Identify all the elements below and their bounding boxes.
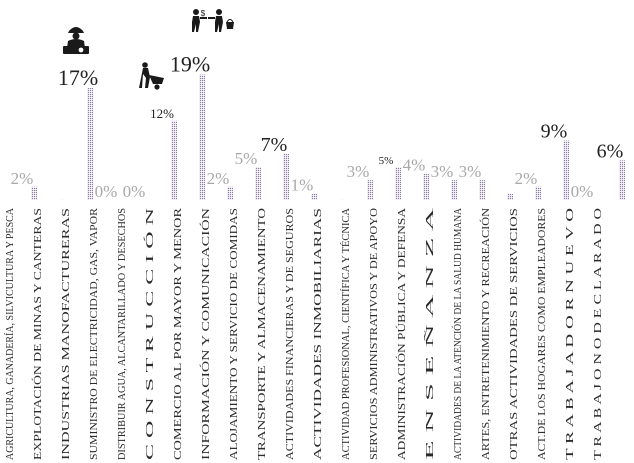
category-label-15: ADMINISTRACIÓN PÚBLICA Y DEFENSA bbox=[396, 207, 408, 460]
bar-2 bbox=[59, 199, 65, 200]
category-label-22: T R A B A J O N O D E C L A R A D O bbox=[593, 208, 604, 460]
category-label-1: AGRICULTURA, GANADERÍA, SILVICULTURA Y P… bbox=[4, 207, 16, 460]
category-label-7: COMERCIO AL POR MAYOR Y MENOR bbox=[173, 208, 184, 460]
category-label-11: ACTIVIDADES FINANCIERAS Y DE SEGUROS bbox=[285, 208, 296, 460]
bar-12 bbox=[339, 199, 345, 200]
bar-9 bbox=[255, 167, 261, 200]
category-label-4: SUMINISTRO DE ELECTRICIDAD, GAS, VAPOR bbox=[89, 208, 100, 460]
bar-22 bbox=[619, 160, 625, 200]
bar-19 bbox=[535, 186, 541, 200]
bar-6 bbox=[171, 120, 177, 200]
category-label-10: TRANSPORTE Y ALMACENAMIENTO bbox=[257, 208, 268, 460]
svg-text:$: $ bbox=[201, 9, 206, 18]
category-label-17: ACTIVIDADES DE LA ATENCIÓN DE LA SALUD H… bbox=[452, 207, 464, 460]
data-label-8: 2% bbox=[207, 169, 230, 188]
bar-15 bbox=[423, 173, 429, 200]
category-label-16: E N S E Ñ A N Z A bbox=[424, 206, 436, 460]
category-label-3: INDUSTRIAS MANOFACTURERAS bbox=[61, 208, 72, 460]
category-labels: AGRICULTURA, GANADERÍA, SILVICULTURA Y P… bbox=[4, 206, 604, 460]
category-label-21: T R A B A J A D O R N U E V O bbox=[565, 208, 576, 460]
bar-14 bbox=[395, 167, 401, 200]
category-label-12: ACTIVIDADES INMOBILIARIAS bbox=[313, 208, 324, 460]
category-label-2: EXPLOTACIÓN DE MINAS Y CANTERAS bbox=[32, 208, 44, 460]
data-label-11: 1% bbox=[291, 175, 314, 194]
data-label-19: 2% bbox=[515, 169, 538, 188]
worker-with-machine-icon bbox=[63, 27, 89, 54]
bar-10 bbox=[283, 153, 289, 200]
data-label-7: 19% bbox=[170, 52, 210, 77]
bar-17 bbox=[479, 180, 485, 200]
category-label-13: ACTIVIDAD PROFESIONAL, CIENTÍFICA Y TÉCN… bbox=[340, 207, 352, 460]
data-label-10: 7% bbox=[261, 134, 288, 156]
data-label-3: 17% bbox=[58, 65, 98, 90]
data-label-13: 3% bbox=[347, 162, 370, 181]
category-label-14: SERVICIOS ADMINISTRATIVOS Y DE APOYO bbox=[369, 208, 380, 460]
bar-18 bbox=[507, 193, 513, 200]
data-label-9: 5% bbox=[235, 149, 258, 168]
data-label-21: 0% bbox=[571, 182, 594, 201]
data-label-1: 2% bbox=[11, 169, 34, 188]
data-label-5: 0% bbox=[123, 182, 146, 201]
bar-20 bbox=[563, 140, 569, 200]
data-label-6: 12% bbox=[150, 106, 174, 121]
category-label-20: ACT.DE LOS HOGARES COMO EMPLEADORES bbox=[537, 208, 548, 460]
bar-11 bbox=[311, 193, 317, 200]
worker-with-wheelbarrow-icon bbox=[139, 62, 164, 90]
category-label-18: ARTES, ENTRETENIMIENTO Y RECREACIÓN bbox=[480, 208, 492, 460]
category-label-9: ALOJAMIENTO Y SERVICIO DE COMIDAS bbox=[229, 208, 240, 460]
bar-8 bbox=[227, 186, 233, 200]
data-label-14: 5% bbox=[379, 155, 394, 167]
data-label-4: 0% bbox=[95, 182, 118, 201]
data-label-17: 3% bbox=[459, 162, 482, 181]
category-label-8: INFORMACIÓN Y COMUNICACIÓN bbox=[200, 208, 212, 460]
data-label-22: 6% bbox=[597, 140, 624, 162]
bar-16 bbox=[451, 180, 457, 200]
bar-3 bbox=[87, 87, 93, 200]
bars bbox=[31, 74, 625, 200]
category-label-6: C O N S T R U C C I Ó N bbox=[144, 208, 156, 460]
bar-13 bbox=[367, 180, 373, 200]
bar-7 bbox=[199, 74, 205, 200]
data-label-20: 9% bbox=[541, 121, 568, 143]
category-label-19: OTRAS ACTIVIDADES DE SERVICIOS bbox=[509, 208, 520, 460]
data-label-16: 3% bbox=[431, 162, 454, 181]
bar-1 bbox=[31, 186, 37, 200]
data-label-15: 4% bbox=[403, 156, 426, 175]
merchants-exchange-icon: $ bbox=[192, 9, 234, 32]
data-labels: 2%17%0% 0%12%19%2%5%7%1%3%5% 4% 3% 3% 2%9%0%6… bbox=[11, 52, 624, 201]
category-label-5: DISTRIBUIR AGUA, ALCANTARILLADO Y DESECH… bbox=[117, 208, 128, 460]
